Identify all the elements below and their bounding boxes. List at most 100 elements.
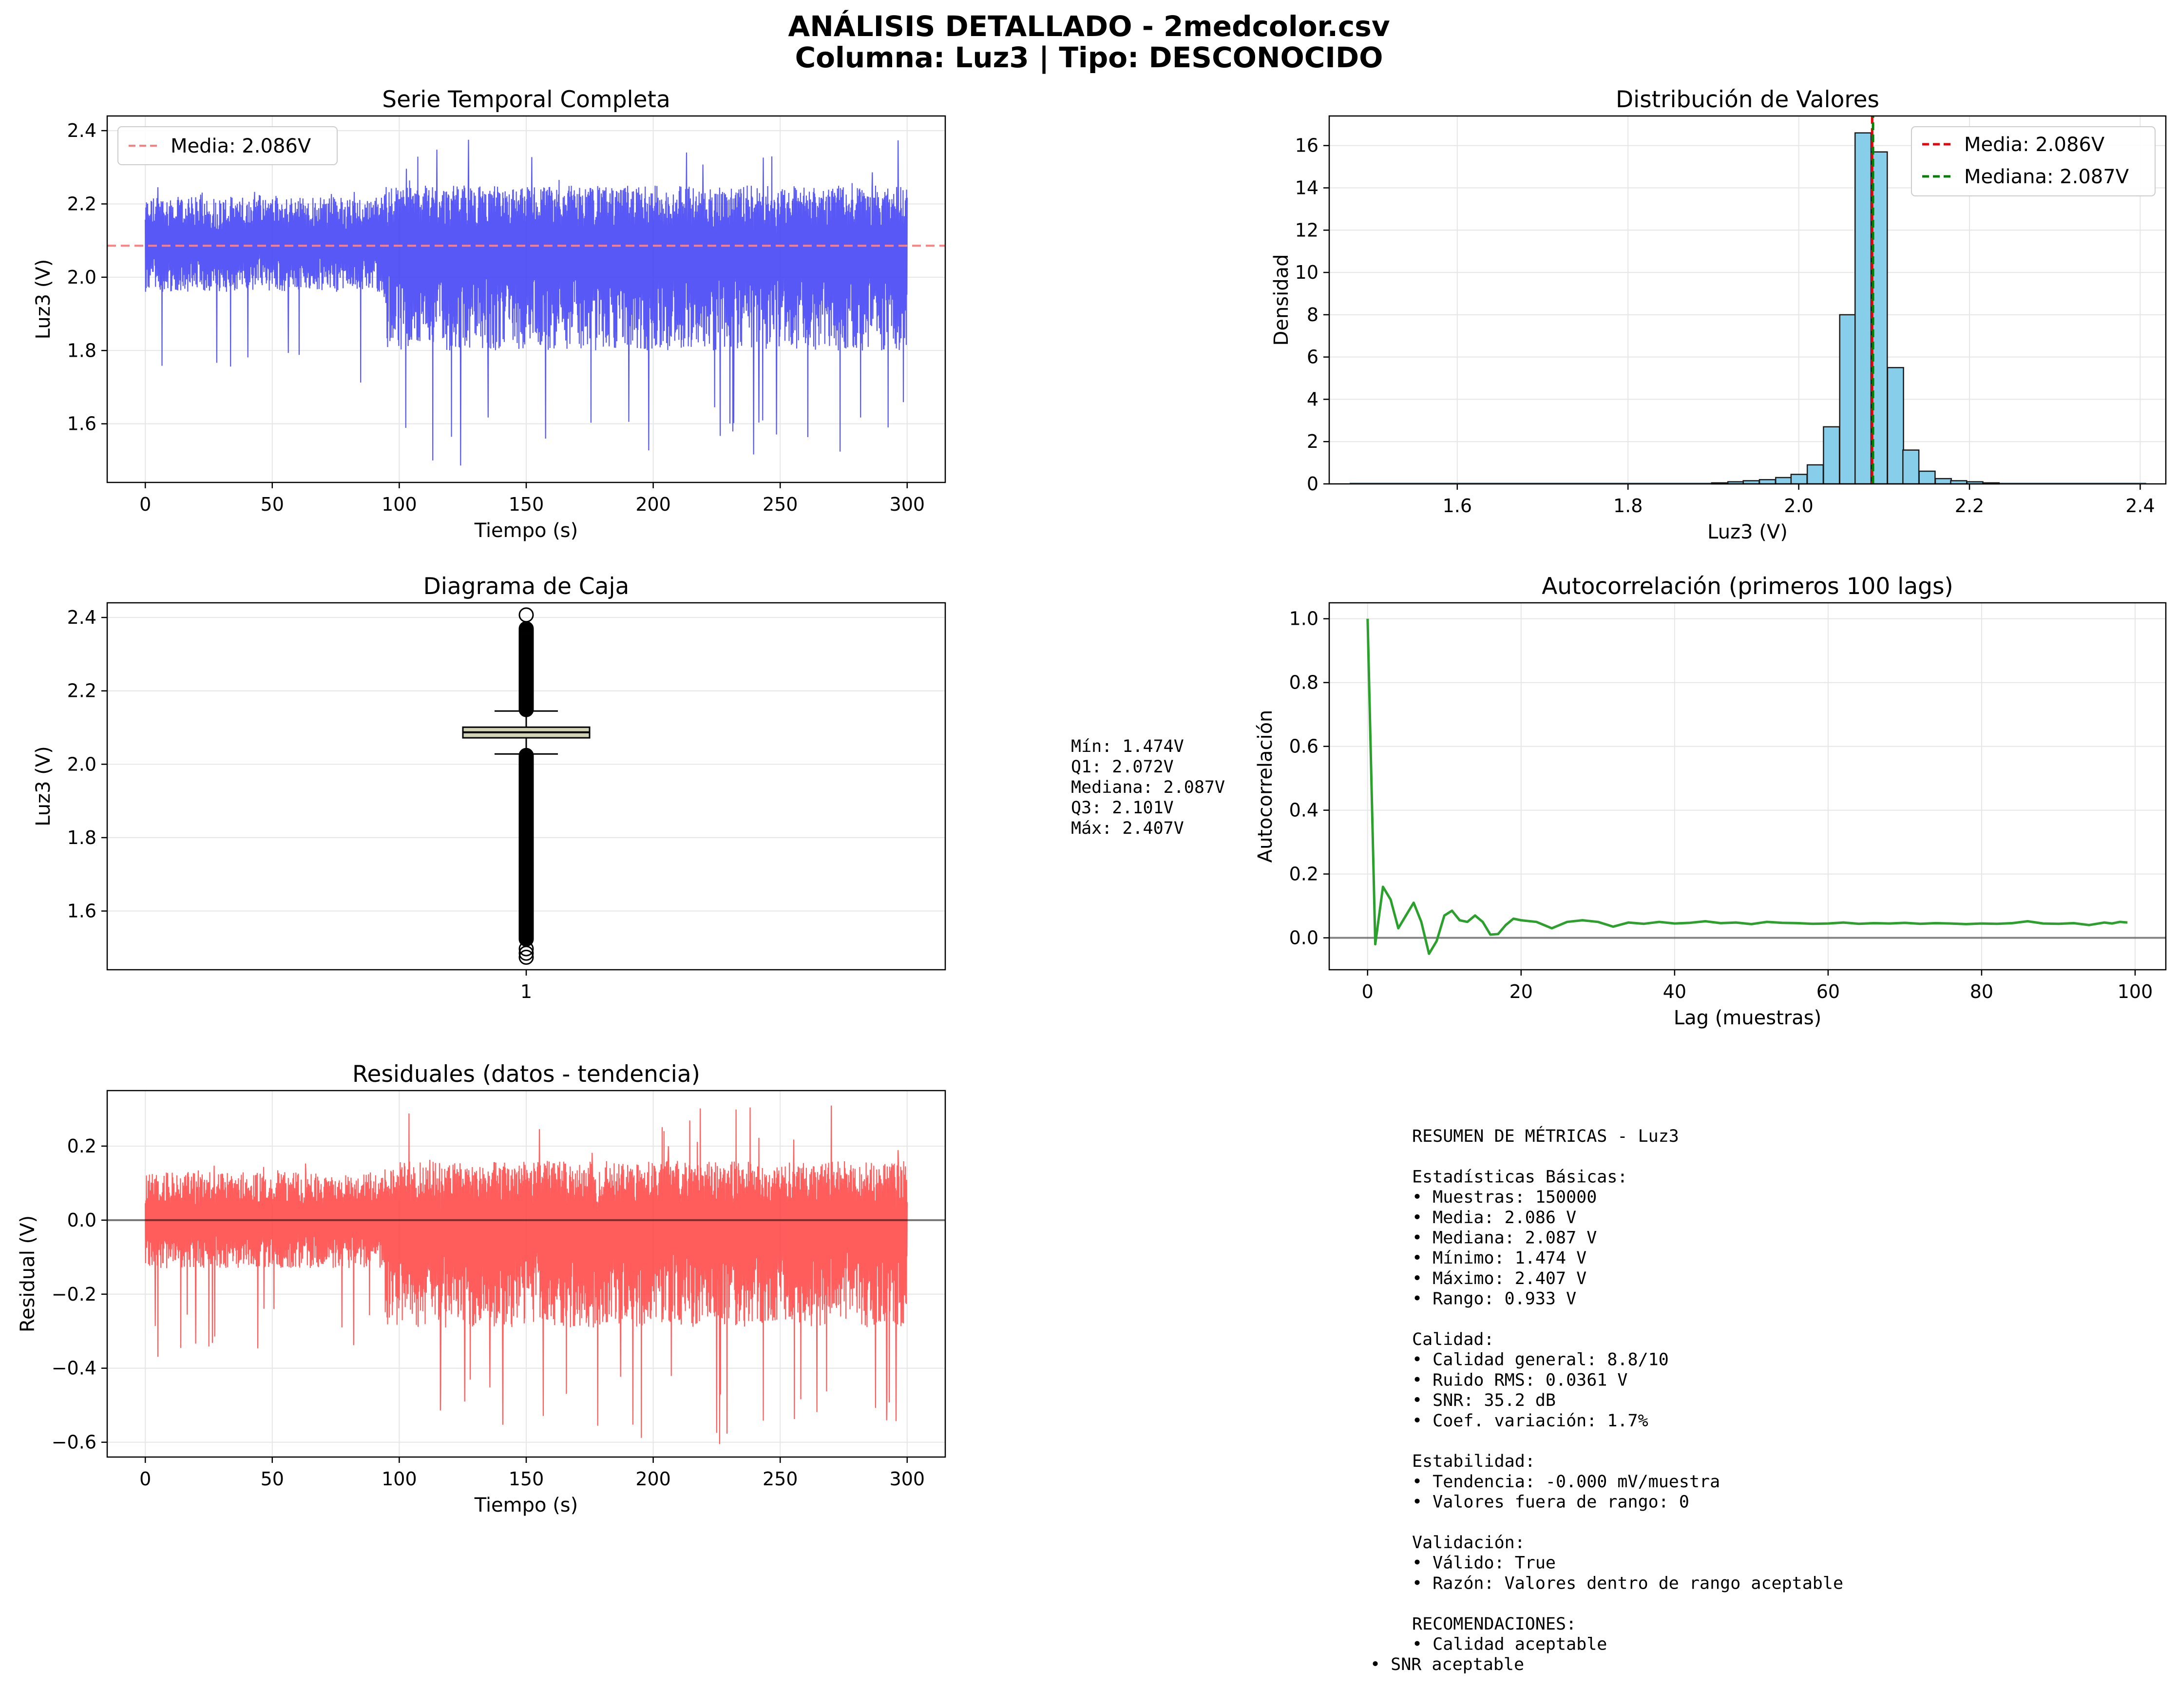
summary-line: • SNR: 35.2 dB	[1412, 1391, 1556, 1410]
summary-line: • Mínimo: 1.474 V	[1412, 1248, 1586, 1268]
summary-line: Estabilidad:	[1412, 1452, 1535, 1471]
y-axis-label: Residual (V)	[17, 1215, 39, 1332]
legend-label: Mediana: 2.087V	[1964, 166, 2129, 188]
x-tick-label: 2.2	[1955, 495, 1984, 517]
y-tick-label: 1.8	[67, 827, 96, 848]
x-tick-label: 0	[139, 494, 151, 515]
x-tick-label: 0	[1362, 981, 1374, 1002]
x-tick-label: 2.0	[1784, 495, 1813, 517]
signal-trace	[145, 139, 908, 466]
y-axis-label: Densidad	[1270, 254, 1293, 345]
summary-line: • Coef. variación: 1.7%	[1412, 1411, 1648, 1431]
y-tick-label: 2.2	[67, 193, 96, 214]
summary-line: • SNR aceptable	[1370, 1655, 1524, 1674]
y-tick-label: 1.0	[1289, 608, 1318, 630]
summary-line: • Razón: Valores dentro de rango aceptab…	[1412, 1574, 1843, 1593]
panel-title: Distribución de Valores	[1616, 86, 1879, 113]
summary-line: • Válido: True	[1412, 1554, 1556, 1573]
signal-trace	[145, 1105, 908, 1444]
x-tick-label: 1	[520, 981, 532, 1002]
y-tick-label: −0.4	[52, 1358, 96, 1379]
histogram-bar	[1854, 132, 1872, 485]
x-tick-label: 20	[1509, 981, 1533, 1002]
stat-median: Mediana: 2.087V	[1071, 778, 1225, 797]
summary-line: Validación:	[1412, 1533, 1525, 1553]
residuals-panel: 0 50 100 150 200 250 300 −0.6 −0.4 −0.2 0.0 0.2 Resi…	[17, 1061, 946, 1516]
summary-line: • Calidad aceptable	[1412, 1635, 1607, 1654]
summary-line: RESUMEN DE MÉTRICAS - Luz3	[1412, 1126, 1679, 1146]
stat-q1: Q1: 2.072V	[1071, 757, 1174, 777]
x-tick-label: 100	[382, 494, 417, 515]
plot-area	[1329, 603, 2166, 970]
y-tick-label: 14	[1295, 177, 1318, 199]
x-tick-label: 60	[1816, 981, 1840, 1002]
y-tick-label: 0.2	[67, 1135, 96, 1157]
summary-line: • Valores fuera de rango: 0	[1412, 1493, 1689, 1512]
y-tick-label: 2.0	[67, 267, 96, 288]
y-tick-label: 1.6	[67, 901, 96, 922]
summary-line: • Máximo: 2.407 V	[1412, 1269, 1586, 1288]
summary-line: • Calidad general: 8.8/10	[1412, 1350, 1669, 1370]
y-tick-label: 1.6	[67, 413, 96, 435]
panel-title: Autocorrelación (primeros 100 lags)	[1542, 573, 1953, 600]
x-tick-label: 150	[509, 494, 544, 515]
y-tick-label: 0.6	[1289, 736, 1318, 757]
x-tick-label: 1.6	[1443, 495, 1472, 517]
x-tick-label: 100	[2118, 981, 2153, 1002]
y-tick-label: 2.2	[67, 680, 96, 702]
x-axis-label: Lag (muestras)	[1674, 1007, 1821, 1029]
legend: Media: 2.086V	[117, 126, 338, 165]
x-tick-label: 200	[635, 1468, 671, 1490]
y-tick-label: 0.0	[67, 1209, 96, 1231]
y-tick-label: 0.0	[1289, 927, 1318, 949]
y-axis-label: Autocorrelación	[1254, 710, 1277, 863]
y-tick-label: 1.8	[67, 340, 96, 361]
histogram-bar	[1887, 367, 1904, 485]
legend-label: Media: 2.086V	[1964, 134, 2105, 156]
boxplot-stats-annotation: Mín: 1.474V Q1: 2.072V Mediana: 2.087V Q…	[1071, 737, 1235, 838]
histogram-bar	[1758, 479, 1777, 485]
y-tick-label: 0.4	[1289, 800, 1318, 821]
y-tick-label: −0.2	[52, 1284, 96, 1305]
y-tick-label: 4	[1307, 388, 1318, 410]
panel-title: Serie Temporal Completa	[382, 86, 670, 113]
legend-box	[1911, 126, 2156, 196]
histogram-bar	[1775, 477, 1793, 485]
outlier-point	[518, 941, 534, 957]
histogram-bar	[1839, 314, 1856, 485]
y-tick-label: 2.4	[67, 607, 96, 628]
x-axis-label: Tiempo (s)	[474, 519, 578, 542]
y-tick-label: 2.4	[67, 120, 96, 141]
y-tick-label: 0	[1307, 473, 1318, 495]
x-tick-label: 80	[1970, 981, 1993, 1002]
boxplot-panel: 1 1.6 1.8 2.0 2.2 2.4 Diagrama de Caja Luz3 (V)	[32, 573, 946, 1002]
histogram-bar	[1806, 464, 1824, 485]
y-axis-label: Luz3 (V)	[32, 259, 55, 340]
axes-frame	[1328, 602, 2167, 971]
y-tick-label: 0.8	[1289, 672, 1318, 693]
y-tick-label: 0.2	[1289, 864, 1318, 885]
summary-line: Calidad:	[1412, 1330, 1494, 1349]
acf-line	[1366, 618, 2128, 955]
histogram-bar	[1823, 426, 1840, 485]
summary-line: • Media: 2.086 V	[1412, 1208, 1576, 1228]
y-tick-label: 12	[1295, 219, 1318, 241]
y-tick-label: −0.6	[52, 1432, 96, 1453]
x-tick-label: 300	[890, 1468, 925, 1490]
y-tick-label: 10	[1295, 262, 1318, 283]
summary-line: • Tendencia: -0.000 mV/muestra	[1412, 1472, 1720, 1492]
legend: Media: 2.086V Mediana: 2.087V	[1911, 126, 2156, 196]
legend-label-mean: Media: 2.086V	[171, 135, 311, 157]
x-tick-label: 200	[635, 494, 671, 515]
stat-min: Mín: 1.474V	[1071, 737, 1184, 756]
x-axis-label: Tiempo (s)	[474, 1494, 578, 1516]
x-tick-label: 1.8	[1613, 495, 1643, 517]
panel-title: Diagrama de Caja	[423, 573, 630, 600]
figure-title-line2: Columna: Luz3 | Tipo: DESCONOCIDO	[795, 41, 1383, 74]
x-tick-label: 50	[261, 1468, 284, 1490]
summary-line: • Rango: 0.933 V	[1412, 1289, 1576, 1309]
summary-line: • Ruido RMS: 0.0361 V	[1412, 1370, 1628, 1390]
x-tick-label: 300	[890, 494, 925, 515]
summary-line: RECOMENDACIONES:	[1412, 1614, 1576, 1634]
